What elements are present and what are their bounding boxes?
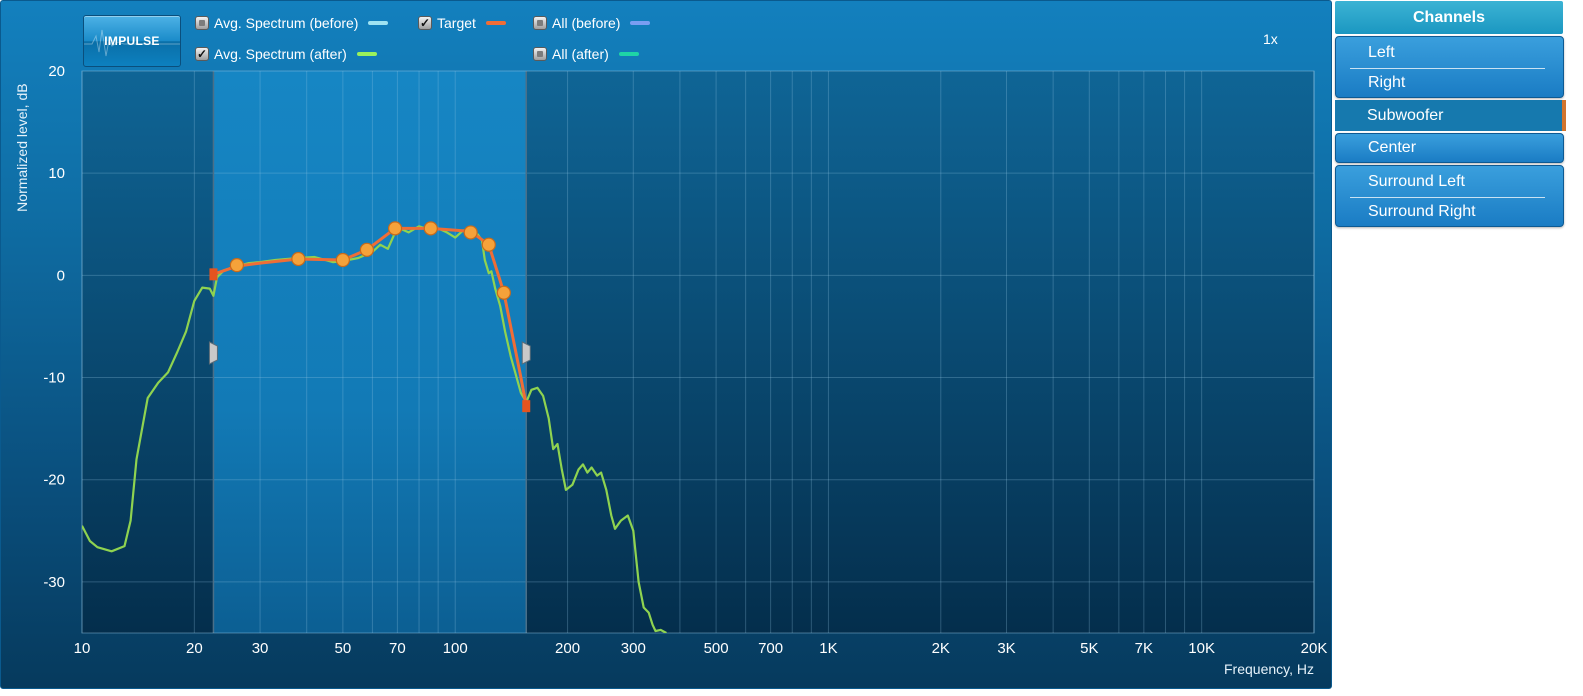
channel-group-surround: Surround Left Surround Right [1335,165,1564,227]
x-tick-label: 10K [1188,640,1215,657]
target-endpoint-marker [209,268,218,281]
legend-avg-spectrum-after[interactable]: ✓ Avg. Spectrum (after) [195,45,377,63]
x-tick-label: 2K [932,640,950,657]
zoom-level[interactable]: 1x [1263,31,1278,47]
legend-label: All (before) [552,15,621,31]
y-axis-label: Normalized level, dB [14,83,30,211]
target-control-point[interactable] [335,252,350,268]
checkbox-all-after[interactable] [533,47,547,61]
target-control-point[interactable] [229,258,244,273]
channel-left[interactable]: Left [1368,43,1395,61]
channel-group-center: Center [1335,133,1564,163]
target-control-point[interactable] [359,242,375,257]
x-tick-label: 70 [389,640,406,657]
y-tick-label: 10 [48,165,65,182]
y-tick-label: 20 [48,63,65,80]
band-handle-left[interactable] [208,341,218,365]
x-tick-label: 100 [443,640,468,657]
x-axis-label: Frequency, Hz [1224,661,1314,677]
x-tick-label: 20 [186,640,203,657]
legend-swatch [618,52,639,56]
legend-all-before[interactable]: All (before) [533,14,651,32]
x-tick-label: 500 [704,640,729,657]
x-tick-label: 300 [621,640,646,657]
target-control-point[interactable] [481,237,496,252]
x-tick-label: 3K [997,640,1015,657]
legend-target[interactable]: ✓ Target [418,14,506,32]
series-avg-spectrum-after [82,225,667,633]
correction-range-band [213,71,527,633]
channel-right[interactable]: Right [1336,68,1563,97]
channel-group-front: Left Right [1335,36,1564,98]
legend-swatch [485,21,506,25]
x-tick-label: 10 [74,640,91,657]
impulse-button-label: IMPULSE [104,34,160,48]
legend-label: All (after) [552,46,609,62]
channel-subwoofer[interactable]: Subwoofer [1335,100,1566,131]
channel-surround-right[interactable]: Surround Right [1336,197,1563,226]
frequency-response-panel: 10 20 30 50 70 100 200 300 500 700 1K 2K 3K 5K 7K 10K 20… [0,0,1332,689]
frequency-response-chart: 10 20 30 50 70 100 200 300 500 700 1K 2K 3K 5K 7K 10K 20… [14,63,1328,677]
channels-header: Channels [1335,1,1563,34]
legend-avg-spectrum-before[interactable]: Avg. Spectrum (before) [195,14,389,32]
target-control-point[interactable] [496,285,511,300]
legend-label: Avg. Spectrum (before) [214,15,359,31]
x-tick-label: 200 [555,640,580,657]
waveform-icon [84,29,180,57]
band-handle-right[interactable] [521,341,531,365]
target-control-point[interactable] [387,221,403,236]
legend-swatch [356,52,377,56]
checkbox-avg-spectrum-after[interactable]: ✓ [195,47,209,61]
target-endpoint-marker [522,400,531,413]
channel-surround-left[interactable]: Surround Left [1368,172,1465,190]
x-tick-label: 30 [252,640,269,657]
x-tick-label: 700 [758,640,783,657]
legend-swatch [368,21,389,25]
checkbox-target[interactable]: ✓ [418,16,432,30]
legend-all-after[interactable]: All (after) [533,45,639,63]
channel-center[interactable]: Center [1368,139,1417,156]
target-control-point[interactable] [291,251,306,267]
checkbox-all-before[interactable] [533,16,547,30]
x-tick-label: 5K [1080,640,1098,657]
target-control-point[interactable] [463,225,478,240]
x-tick-label: 20K [1301,640,1328,657]
channels-panel: Channels Left Right Subwoofer Center Sur… [1335,0,1583,240]
legend-label: Target [437,15,476,31]
y-tick-label: -20 [43,472,65,489]
plot-frame [81,70,1315,634]
checkbox-avg-spectrum-before[interactable] [195,16,209,30]
legend-label: Avg. Spectrum (after) [214,46,347,62]
impulse-button[interactable]: IMPULSE [83,15,181,67]
y-tick-label: -10 [43,370,65,387]
legend-swatch [630,21,651,25]
y-tick-label: 0 [57,267,65,284]
y-tick-label: -30 [43,574,65,591]
target-control-point[interactable] [423,221,438,236]
x-tick-label: 50 [335,640,352,657]
x-tick-label: 1K [819,640,837,657]
x-tick-label: 7K [1135,640,1153,657]
